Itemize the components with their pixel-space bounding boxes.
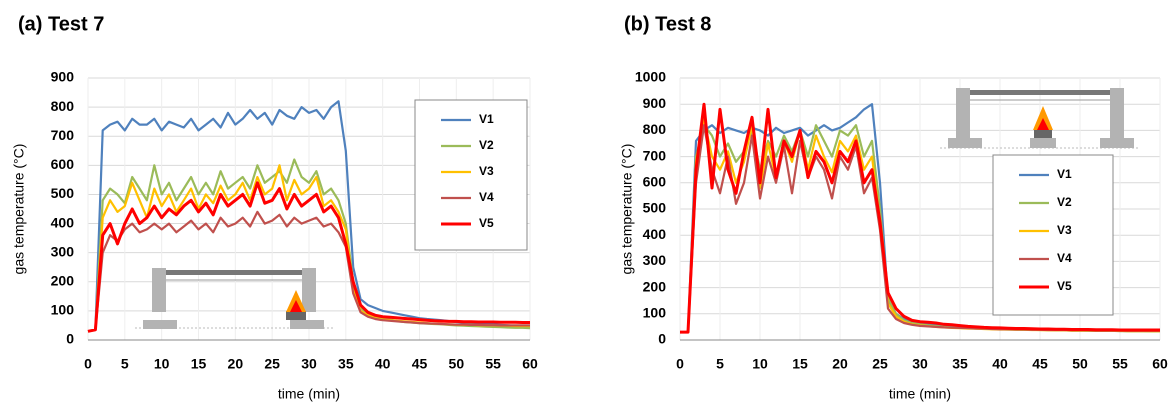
y-tick-label: 400 — [51, 214, 75, 230]
x-tick-label: 20 — [832, 356, 848, 372]
x-tick-label: 50 — [1072, 356, 1088, 372]
y-tick-label: 500 — [51, 185, 75, 201]
x-tick-label: 5 — [121, 356, 129, 372]
y-tick-label: 700 — [643, 147, 667, 163]
x-tick-label: 40 — [375, 356, 391, 372]
x-tick-label: 45 — [1032, 356, 1048, 372]
chart-title: (b) Test 8 — [624, 13, 711, 35]
y-tick-label: 700 — [51, 127, 75, 143]
insets — [135, 88, 1140, 329]
y-tick-label: 900 — [643, 95, 667, 111]
x-tick-label: 30 — [912, 356, 928, 372]
y-tick-label: 800 — [643, 121, 667, 137]
x-tick-label: 0 — [676, 356, 684, 372]
x-tick-label: 25 — [872, 356, 888, 372]
legend-label: V4 — [479, 190, 494, 204]
y-tick-label: 0 — [66, 331, 74, 347]
legend-label: V5 — [1057, 279, 1072, 293]
y-tick-label: 300 — [643, 252, 667, 268]
legend-label: V1 — [1057, 167, 1072, 181]
x-tick-label: 60 — [522, 356, 538, 372]
legend-label: V2 — [479, 138, 494, 152]
bridge-inset-a — [135, 268, 335, 329]
x-axis-title: time (min) — [889, 386, 951, 402]
x-tick-label: 10 — [154, 356, 170, 372]
legend-label: V3 — [1057, 223, 1072, 237]
y-tick-label: 1000 — [635, 69, 666, 85]
y-tick-label: 900 — [51, 69, 75, 85]
y-tick-label: 100 — [643, 305, 667, 321]
y-tick-label: 100 — [51, 302, 75, 318]
y-axis-title: gas temperature (°C) — [619, 144, 635, 275]
chart-title: (a) Test 7 — [18, 13, 104, 35]
x-tick-label: 25 — [264, 356, 280, 372]
x-axis-title: time (min) — [278, 386, 340, 402]
y-tick-label: 200 — [51, 272, 75, 288]
x-tick-label: 15 — [191, 356, 207, 372]
y-tick-label: 800 — [51, 98, 75, 114]
x-tick-label: 55 — [1112, 356, 1128, 372]
legend-label: V5 — [479, 216, 494, 230]
x-tick-label: 40 — [992, 356, 1008, 372]
y-tick-label: 600 — [643, 174, 667, 190]
x-tick-label: 10 — [752, 356, 768, 372]
x-tick-label: 50 — [449, 356, 465, 372]
legend-label: V4 — [1057, 251, 1072, 265]
y-axis-title: gas temperature (°C) — [11, 144, 27, 275]
bridge-inset-b — [940, 88, 1140, 149]
x-tick-label: 30 — [301, 356, 317, 372]
legend-box — [992, 154, 1114, 316]
y-tick-label: 500 — [643, 200, 667, 216]
legend-label: V1 — [479, 112, 494, 126]
line-series — [87, 210, 530, 333]
x-tick-label: 45 — [412, 356, 428, 372]
y-tick-label: 400 — [643, 226, 667, 242]
y-tick-label: 600 — [51, 156, 75, 172]
line-series — [87, 181, 530, 333]
legend-label: V3 — [479, 164, 494, 178]
x-tick-label: 15 — [792, 356, 808, 372]
line-series — [680, 102, 1160, 334]
y-tick-label: 0 — [658, 331, 666, 347]
x-tick-label: 5 — [716, 356, 724, 372]
y-tick-label: 200 — [643, 278, 667, 294]
x-tick-label: 35 — [952, 356, 968, 372]
x-tick-label: 35 — [338, 356, 354, 372]
y-tick-label: 300 — [51, 243, 75, 259]
x-tick-label: 55 — [485, 356, 501, 372]
x-tick-label: 20 — [228, 356, 244, 372]
x-tick-label: 60 — [1152, 356, 1168, 372]
x-tick-label: 0 — [84, 356, 92, 372]
legend-box — [414, 99, 528, 251]
legend-label: V2 — [1057, 195, 1072, 209]
